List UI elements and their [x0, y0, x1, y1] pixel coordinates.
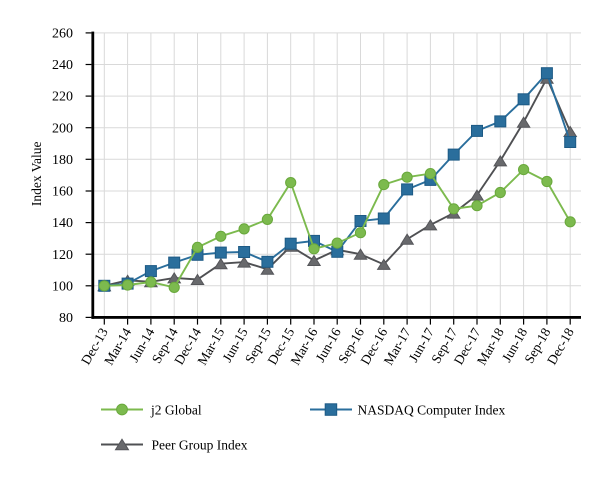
- svg-text:200: 200: [52, 121, 73, 136]
- svg-text:120: 120: [52, 248, 73, 263]
- svg-text:Index Value: Index Value: [29, 141, 44, 206]
- svg-text:240: 240: [52, 58, 73, 73]
- svg-text:100: 100: [52, 279, 73, 294]
- svg-text:140: 140: [52, 216, 73, 231]
- svg-text:NASDAQ Computer Index: NASDAQ Computer Index: [358, 403, 506, 418]
- svg-text:Peer Group Index: Peer Group Index: [152, 438, 248, 453]
- svg-text:260: 260: [52, 27, 73, 42]
- svg-text:80: 80: [59, 311, 73, 326]
- svg-text:180: 180: [52, 153, 73, 168]
- svg-text:j2 Global: j2 Global: [150, 403, 202, 418]
- svg-text:160: 160: [52, 185, 73, 200]
- svg-text:220: 220: [52, 90, 73, 105]
